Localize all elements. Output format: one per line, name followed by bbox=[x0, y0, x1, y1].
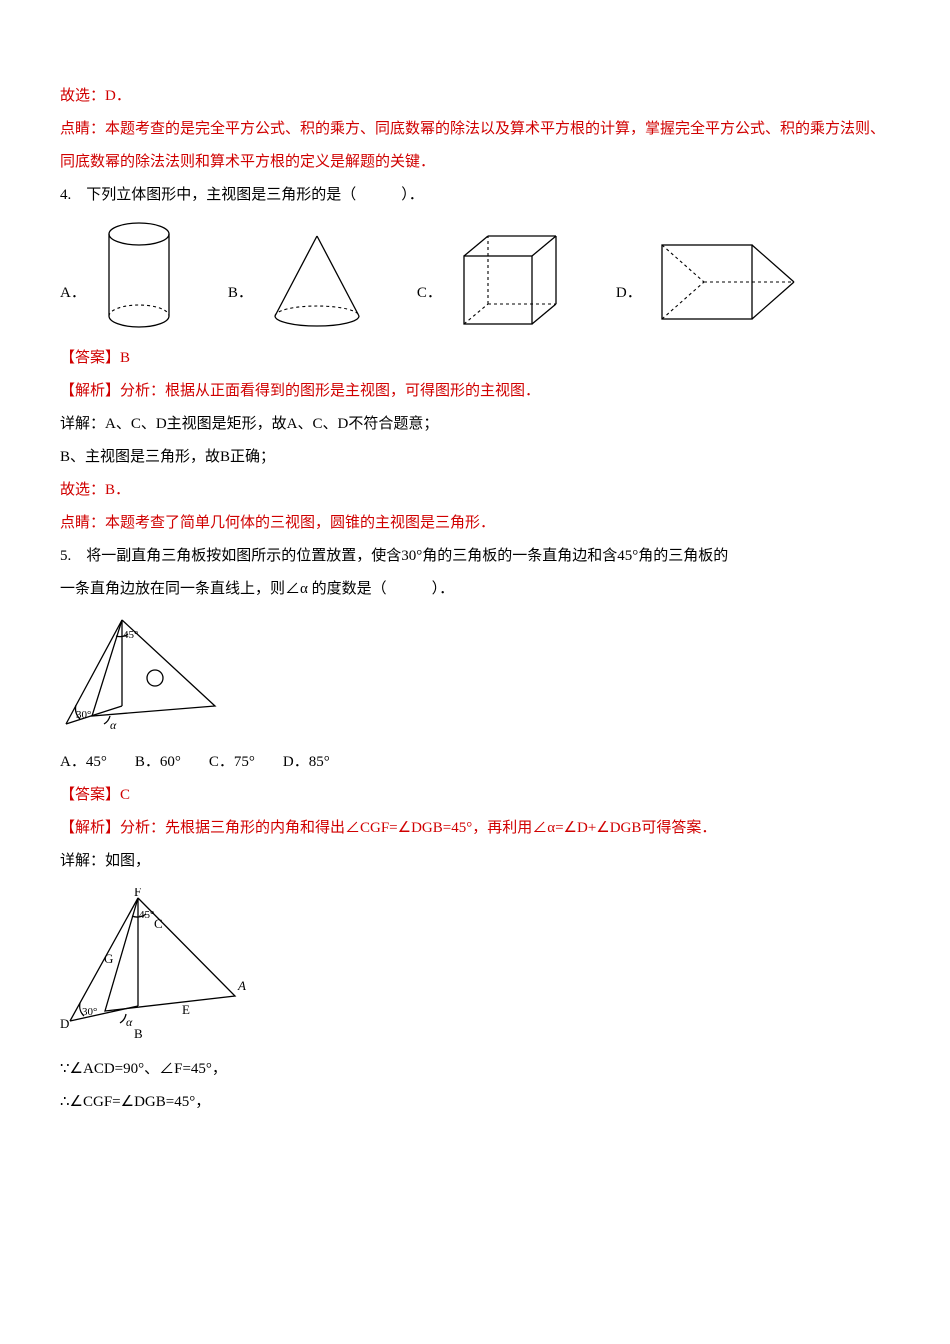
q4-options-row: A． B． C． D． bbox=[60, 220, 890, 330]
label-45: 45° bbox=[123, 629, 138, 641]
q4-answer: 【答案】B bbox=[60, 342, 890, 375]
label-30: 30° bbox=[76, 709, 91, 721]
q5-proof2: ∴∠CGF=∠DGB=45°， bbox=[60, 1086, 890, 1119]
q5-answer: 【答案】C bbox=[60, 779, 890, 812]
label-F: F bbox=[134, 888, 141, 899]
label-E: E bbox=[182, 1002, 190, 1017]
q4-label-a: A． bbox=[60, 277, 86, 330]
q3-conclusion: 故选：D． bbox=[60, 80, 890, 113]
q4-analysis: 【解析】分析：根据从正面看得到的图形是主视图，可得图形的主视图． bbox=[60, 375, 890, 408]
label-A: A bbox=[237, 978, 246, 993]
triangular-prism-icon bbox=[656, 235, 801, 330]
q5-diagram-2: F C G A E D B 45° 30° α bbox=[60, 888, 890, 1043]
cube-icon bbox=[456, 230, 566, 330]
label-D: D bbox=[60, 1016, 69, 1031]
label-B: B bbox=[134, 1026, 143, 1041]
label2-45: 45° bbox=[139, 909, 154, 921]
label-G: G bbox=[104, 951, 113, 966]
q4-label-b: B． bbox=[228, 277, 253, 330]
q5-opt-a: A．45° bbox=[60, 746, 107, 779]
label2-30: 30° bbox=[82, 1006, 97, 1018]
q4-detail2: B、主视图是三角形，故B正确； bbox=[60, 441, 890, 474]
q4-label-d: D． bbox=[616, 277, 642, 330]
q5-detail-intro: 详解：如图， bbox=[60, 845, 890, 878]
q4-stem: 4. 下列立体图形中，主视图是三角形的是（ ）． bbox=[60, 179, 890, 212]
q5-opt-c: C．75° bbox=[209, 746, 255, 779]
q5-opt-d: D．85° bbox=[283, 746, 330, 779]
q5-stem-line1: 5. 将一副直角三角板按如图所示的位置放置，使含30°角的三角板的一条直角边和含… bbox=[60, 540, 890, 573]
cone-icon bbox=[267, 230, 367, 330]
q5-options: A．45° B．60° C．75° D．85° bbox=[60, 746, 890, 779]
q5-diagram-1: 45° 30° α bbox=[60, 616, 890, 736]
label2-alpha: α bbox=[126, 1015, 133, 1029]
q5-stem-line2: 一条直角边放在同一条直线上，则∠α 的度数是（ ）． bbox=[60, 573, 890, 606]
label-C: C bbox=[154, 916, 163, 931]
q4-label-c: C． bbox=[417, 277, 442, 330]
q5-opt-b: B．60° bbox=[135, 746, 181, 779]
q4-dianjing: 点睛：本题考查了简单几何体的三视图，圆锥的主视图是三角形． bbox=[60, 507, 890, 540]
q5-proof1: ∵∠ACD=90°、∠F=45°， bbox=[60, 1053, 890, 1086]
label-alpha: α bbox=[110, 718, 117, 732]
q4-conclusion: 故选：B． bbox=[60, 474, 890, 507]
q4-detail1: 详解：A、C、D主视图是矩形，故A、C、D不符合题意； bbox=[60, 408, 890, 441]
q5-analysis: 【解析】分析：先根据三角形的内角和得出∠CGF=∠DGB=45°，再利用∠α=∠… bbox=[60, 812, 890, 845]
q3-dianjing: 点睛：本题考查的是完全平方公式、积的乘方、同底数幂的除法以及算术平方根的计算，掌… bbox=[60, 113, 890, 179]
cylinder-icon bbox=[100, 220, 178, 330]
